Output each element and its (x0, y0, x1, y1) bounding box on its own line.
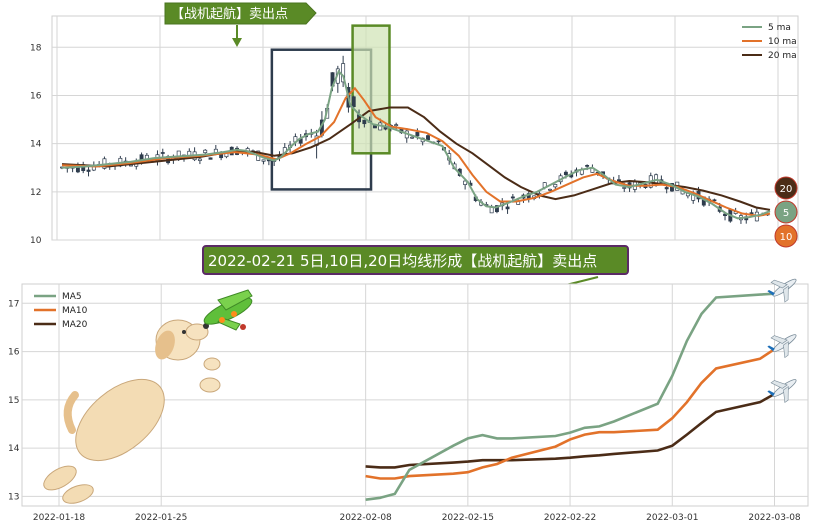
bottom-y-tick: 15 (8, 396, 19, 406)
candle-body (585, 165, 590, 167)
candle-body (394, 124, 399, 126)
airplane-wing (783, 385, 789, 403)
candle-body (160, 152, 165, 154)
bottom-legend-label: MA5 (62, 292, 82, 302)
candle-body (510, 196, 515, 199)
bottom-legend-label: MA10 (62, 306, 88, 316)
top-ma10-line (61, 86, 771, 217)
bottom-grid (22, 284, 808, 506)
top-legend-label: 5 ma (768, 23, 791, 33)
toy-plane-icon (203, 289, 253, 331)
chart-title: 2022-02-21 5日,10日,20日均线形成【战机起航】卖出点 (208, 252, 597, 270)
bottom-x-tick: 2022-03-08 (748, 513, 801, 523)
bottom-x-tick: 2022-02-15 (442, 513, 494, 523)
top-y-tick: 10 (30, 236, 42, 246)
top-legend-label: 20 ma (768, 51, 797, 61)
bottom-y-tick: 14 (8, 444, 20, 454)
candle-body (749, 212, 754, 215)
bottom-ma5-line (365, 292, 775, 501)
line-end-planes (767, 278, 797, 403)
bottom-series-lines (365, 292, 776, 501)
airplane-icon (767, 379, 797, 403)
top-moving-averages (61, 69, 771, 220)
candle-body (351, 96, 356, 108)
bottom-x-tick: 2022-01-25 (135, 513, 187, 523)
top-ma5-line (61, 69, 771, 220)
candle-body (494, 205, 499, 213)
chart-title-banner: 2022-02-21 5日,10日,20日均线形成【战机起航】卖出点 (202, 245, 629, 293)
bottom-x-tick: 2022-03-01 (646, 513, 698, 523)
candle-body (208, 157, 213, 160)
candle-body (723, 213, 727, 217)
bottom-y-tick-labels: 13 14 15 16 17 (8, 299, 20, 502)
candle-body (261, 159, 266, 162)
candle-body (664, 187, 669, 190)
candle-body (197, 158, 202, 161)
airplane-wing (770, 380, 788, 389)
ma-end-badge-label: 20 (780, 184, 793, 195)
top-grid (52, 16, 798, 241)
bottom-x-tick: 2022-02-08 (339, 513, 392, 523)
airplane-tail (767, 345, 775, 352)
sell-point-tag-label: 【战机起航】卖出点 (171, 6, 288, 22)
bottom-x-tick: 2022-02-22 (544, 513, 596, 523)
candle-body (341, 63, 346, 83)
top-y-tick: 16 (30, 91, 42, 101)
bottom-y-tick: 17 (8, 299, 19, 309)
title-banner-box (202, 245, 629, 275)
bottom-y-tick: 13 (8, 492, 19, 502)
top-y-tick: 14 (30, 140, 42, 150)
airplane-wing (783, 341, 789, 359)
airplane-wing (770, 279, 788, 289)
top-y-tick-labels: 10 12 14 16 18 (30, 43, 42, 246)
bottom-y-tick: 16 (8, 348, 20, 358)
airplane-icon (767, 278, 797, 303)
airplane-tail (767, 289, 775, 296)
candle-body (505, 206, 510, 210)
candle-body (86, 169, 91, 172)
bottom-ma20-line (365, 392, 776, 469)
candle-body (563, 171, 568, 176)
ma-line-panel: 13 14 15 16 17 2022-01-18 2022-01-25 2022-02-0… (8, 278, 809, 523)
candle-body (548, 188, 552, 191)
candle-body (203, 149, 208, 154)
bottom-ma10-line (365, 348, 776, 480)
airplane-icon (767, 334, 797, 359)
candle-body (415, 132, 420, 137)
ma-end-badge-label: 5 (783, 208, 789, 219)
airplane-wing (770, 335, 788, 344)
bottom-legend-label: MA20 (62, 320, 88, 330)
sell-point-tag-shape (164, 2, 317, 25)
top-plot-area (51, 15, 799, 241)
down-arrow-icon (232, 25, 242, 47)
ma-end-badge (774, 176, 798, 200)
top-y-tick: 12 (30, 188, 41, 198)
bottom-legend: MA5 MA10 MA20 (34, 292, 88, 330)
candlestick-panel: 10 12 14 16 18 5 ma 10 ma 20 ma 20 5 10 (30, 15, 799, 248)
ma-end-badge-label: 10 (780, 232, 793, 243)
airplane-wing (783, 285, 789, 303)
candle-body (410, 136, 415, 139)
signal-highlight-box (351, 24, 391, 155)
sell-point-tag: 【战机起航】卖出点 (164, 2, 317, 47)
bottom-x-tick: 2022-01-18 (33, 513, 86, 523)
ma-end-badge (774, 200, 798, 224)
top-legend: 5 ma 10 ma 20 ma (742, 23, 797, 61)
bottom-x-tick-labels: 2022-01-18 2022-01-25 2022-02-08 2022-02-15… (33, 513, 801, 523)
ma-end-badges: 20 5 10 (774, 176, 798, 248)
jumping-dog-icon (43, 289, 253, 504)
candle-body (372, 125, 377, 129)
candle-body (712, 199, 717, 202)
candle-body (622, 187, 627, 189)
candle-body (553, 183, 558, 188)
candle-body (463, 180, 468, 185)
top-legend-label: 10 ma (768, 37, 797, 47)
top-y-tick: 18 (30, 43, 42, 53)
airplane-tail (767, 390, 775, 397)
candle-body (362, 119, 367, 125)
ma-end-badge (774, 224, 798, 248)
candle-body (436, 140, 441, 143)
candle-body (426, 135, 430, 141)
